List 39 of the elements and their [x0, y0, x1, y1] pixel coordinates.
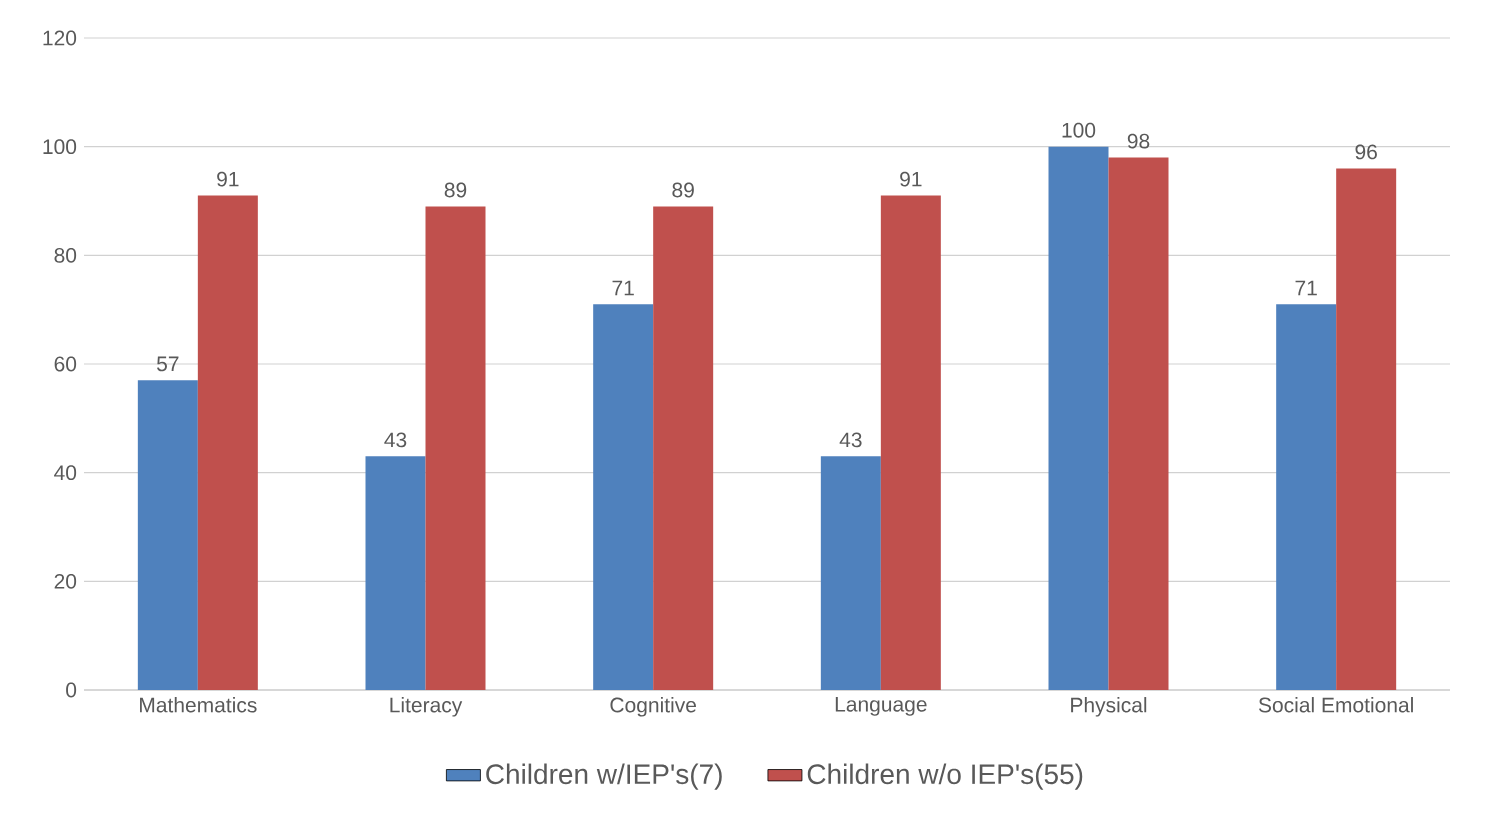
x-tick-label: Literacy: [390, 697, 463, 717]
bar: [1048, 146, 1109, 690]
y-tick-label: 0: [66, 682, 77, 698]
data-label: 96: [1355, 144, 1377, 160]
y-tick-label: 60: [54, 356, 77, 372]
x-tick-label: Mathematics: [140, 697, 257, 713]
data-label: 43: [839, 432, 862, 448]
data-label: 98: [1127, 133, 1150, 149]
data-label: 100: [1062, 122, 1096, 138]
y-tick-label: 120: [43, 30, 77, 46]
data-label: 43: [384, 432, 407, 448]
bar: [820, 456, 881, 690]
data-label: 89: [444, 182, 467, 198]
bar: [880, 195, 941, 690]
data-label: 57: [157, 356, 179, 372]
data-label: 71: [612, 280, 634, 296]
y-tick-label: 80: [54, 247, 77, 263]
data-label: 91: [217, 171, 239, 187]
y-tick-label: 40: [54, 465, 77, 481]
data-label: 89: [672, 182, 694, 198]
bar: [365, 456, 426, 690]
bar: [1108, 157, 1169, 690]
bar: [653, 206, 714, 690]
bar: [1336, 168, 1397, 690]
x-tick-label: Physical: [1071, 697, 1147, 717]
x-tick-label: Cognitive: [610, 697, 696, 717]
legend-label: Children w/o IEP's(55): [807, 763, 1083, 790]
bar: [137, 380, 198, 690]
bar: [593, 304, 654, 690]
bar: [1276, 304, 1337, 690]
data-label: 91: [900, 171, 922, 187]
x-tick-label: Language: [835, 697, 927, 716]
y-tick-label: 100: [43, 139, 77, 155]
legend-label: Children w/IEP's(7): [486, 763, 722, 790]
y-tick-label: 20: [54, 573, 77, 589]
x-tick-label: Social Emotional: [1258, 697, 1413, 713]
bar: [425, 206, 486, 690]
bar: [197, 195, 258, 690]
data-label: 71: [1295, 280, 1317, 296]
